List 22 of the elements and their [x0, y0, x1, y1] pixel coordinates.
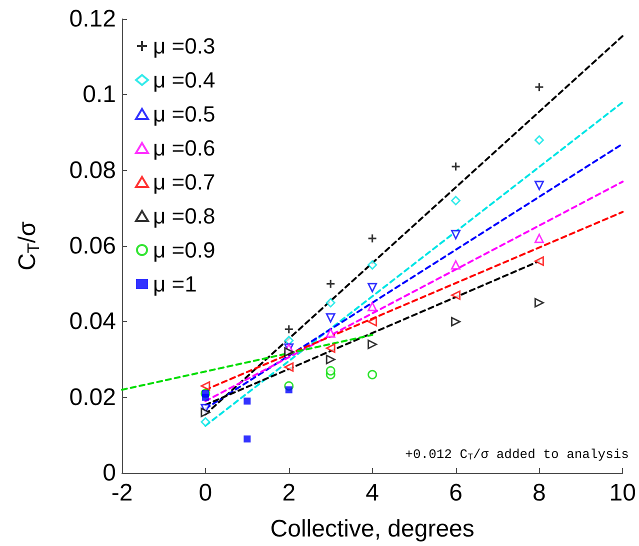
x-tick-label: 0 [198, 480, 212, 506]
legend-label: μ =0.4 [153, 68, 216, 92]
legend-label: μ =0.5 [153, 102, 216, 126]
legend-label: μ =0.7 [153, 170, 216, 194]
legend-label: μ =0.9 [153, 238, 216, 262]
x-tick-label: 10 [609, 480, 636, 506]
x-tick-label: 2 [282, 480, 296, 506]
legend-label: μ =0.6 [153, 136, 216, 160]
y-tick-label: 0.04 [69, 308, 116, 336]
legend-label: μ =0.3 [153, 34, 216, 58]
x-axis-title: Collective, degrees [270, 516, 474, 542]
x-tick-label: 6 [449, 480, 462, 506]
legend-label: μ =1 [153, 272, 197, 296]
x-tick-label: 4 [366, 480, 380, 506]
y-tick-label: 0.06 [69, 232, 116, 260]
y-tick-label: 0.08 [69, 156, 116, 184]
y-axis-title: CT/σ [14, 221, 43, 271]
y-tick-label: 0.1 [82, 81, 116, 108]
legend-label: μ =0.8 [153, 204, 216, 228]
x-tick-label: 8 [532, 480, 546, 506]
y-tick-label: 0.02 [69, 384, 116, 411]
y-tick-label: 0.12 [69, 6, 116, 32]
